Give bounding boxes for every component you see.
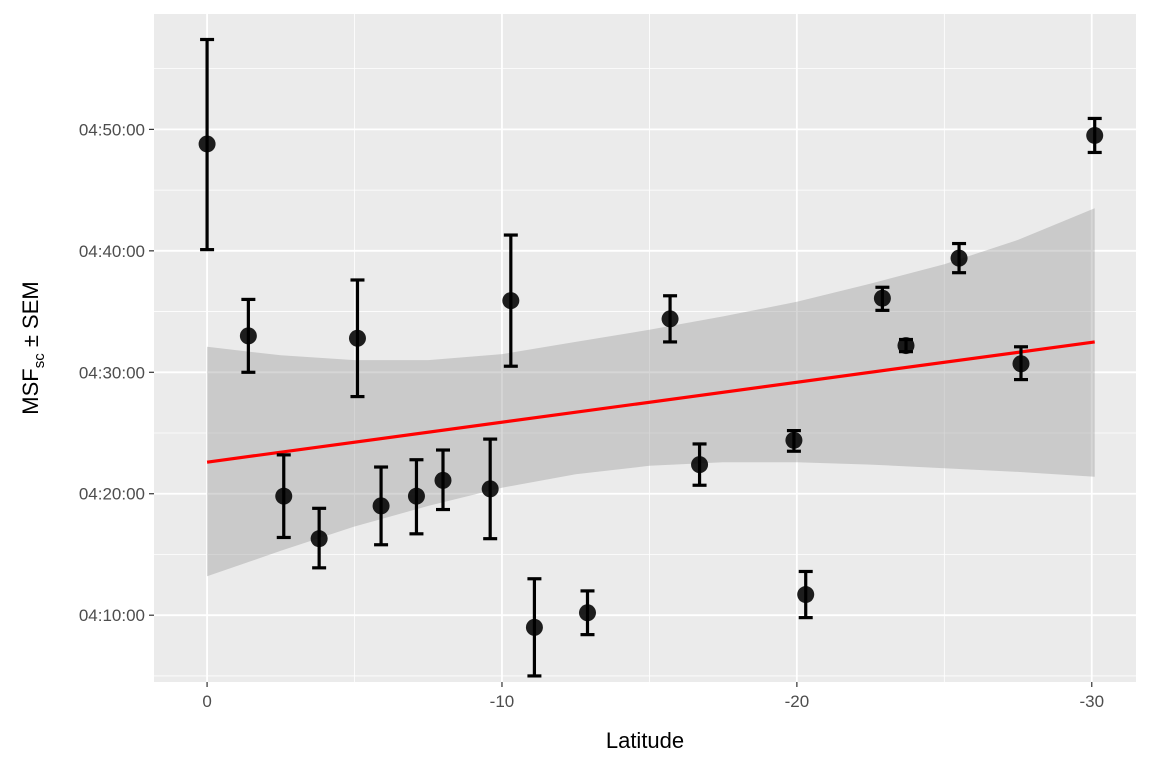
major-gridlines xyxy=(154,14,1136,682)
data-point xyxy=(372,497,390,515)
plot-panel xyxy=(154,14,1136,682)
data-point xyxy=(797,586,815,604)
data-point xyxy=(310,530,328,548)
data-point xyxy=(785,431,803,449)
data-point xyxy=(348,329,366,347)
data-point xyxy=(578,604,596,622)
data-point xyxy=(661,310,679,328)
data-point xyxy=(407,487,425,505)
x-axis: 0 -10 -20 -30 xyxy=(202,682,1104,711)
y-tick-label: 04:50:00 xyxy=(79,120,145,139)
confidence-band-layer xyxy=(207,208,1095,577)
data-point xyxy=(691,456,709,474)
y-tick-label: 04:10:00 xyxy=(79,606,145,625)
x-tick-label: -10 xyxy=(490,692,515,711)
data-point xyxy=(1086,126,1104,144)
data-point xyxy=(897,337,915,355)
data-point xyxy=(275,487,293,505)
minor-gridlines xyxy=(154,14,1136,682)
data-point xyxy=(873,289,891,307)
data-point xyxy=(950,249,968,267)
fit-line xyxy=(206,340,1095,464)
y-axis-title-main: MSF xyxy=(18,368,43,414)
data-point xyxy=(502,292,520,310)
data-point xyxy=(481,480,499,498)
x-tick-label: 0 xyxy=(202,692,211,711)
x-tick-label: -20 xyxy=(785,692,810,711)
fit-line-layer xyxy=(206,340,1095,464)
data-point xyxy=(1012,355,1030,373)
point-layer xyxy=(198,126,1104,636)
x-tick-label: -30 xyxy=(1079,692,1104,711)
data-point xyxy=(434,471,452,489)
y-tick-label: 04:40:00 xyxy=(79,242,145,261)
y-tick-label: 04:30:00 xyxy=(79,363,145,382)
y-tick-label: 04:20:00 xyxy=(79,485,145,504)
y-axis-title-subscript: sc xyxy=(31,353,48,369)
data-point xyxy=(525,618,543,636)
data-point xyxy=(239,327,257,345)
y-axis-title: MSFsc ± SEM xyxy=(18,281,48,414)
confidence-band xyxy=(207,208,1095,577)
x-axis-title: Latitude xyxy=(606,728,684,753)
y-axis-title-suffix: ± SEM xyxy=(18,281,43,353)
data-point xyxy=(198,135,216,153)
y-axis: 04:10:00 04:20:00 04:30:00 04:40:00 04:50:00 xyxy=(79,120,154,625)
